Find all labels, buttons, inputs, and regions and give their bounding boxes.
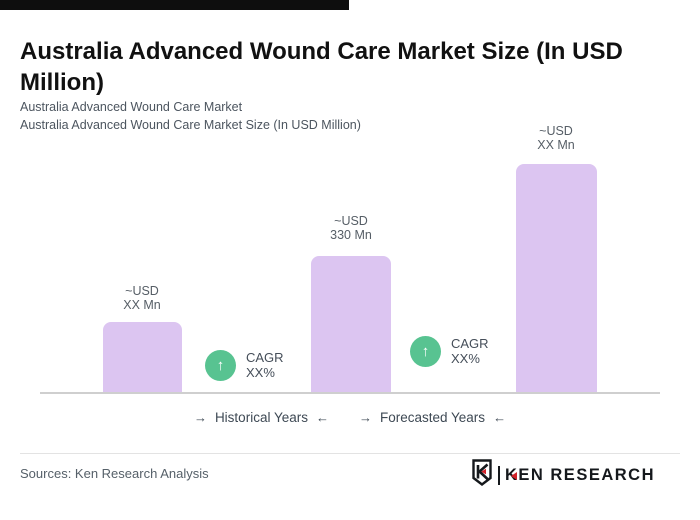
right-arrow-icon: → — [358, 410, 372, 425]
sources-text: Sources: Ken Research Analysis — [20, 466, 209, 481]
red-wedge-icon — [510, 471, 517, 480]
cagr-label: CAGR XX% — [246, 350, 284, 380]
bar-forecast — [516, 164, 597, 393]
subtitle-line-1: Australia Advanced Wound Care Market — [20, 100, 243, 114]
subtitle-line-2: Australia Advanced Wound Care Market Siz… — [20, 118, 361, 132]
footer-divider — [20, 453, 680, 454]
cagr-badge: ↑ CAGR XX% — [205, 350, 284, 381]
left-arrow-icon: ← — [493, 410, 507, 425]
legend-item-historical: → Historical Years ← — [194, 410, 329, 425]
top-black-bar — [0, 0, 349, 10]
legend-label: Historical Years — [214, 410, 308, 425]
logo-letter-k: K — [504, 465, 519, 484]
shield-k-icon — [471, 459, 493, 491]
up-arrow-icon: ↑ — [410, 336, 441, 367]
bar-historical — [103, 322, 182, 393]
legend-label: Forecasted Years — [379, 410, 486, 425]
axis-legend: → Historical Years ← → Forecasted Years … — [0, 410, 700, 425]
bar-value-label: ~USD XX Mn — [123, 284, 161, 312]
bar-value-label: ~USD 330 Mn — [330, 214, 372, 242]
left-arrow-icon: ← — [315, 410, 329, 425]
bar-value-label: ~USD XX Mn — [537, 124, 575, 152]
right-arrow-icon: → — [193, 410, 207, 425]
logo-divider — [497, 465, 500, 485]
cagr-label: CAGR XX% — [451, 336, 489, 366]
legend-item-forecasted: → Forecasted Years ← — [359, 410, 506, 425]
x-axis-baseline — [40, 392, 660, 394]
chart-subtitle: Australia Advanced Wound Care Market Aus… — [20, 98, 361, 134]
cagr-badge: ↑ CAGR XX% — [410, 336, 489, 367]
up-arrow-icon: ↑ — [205, 350, 236, 381]
ken-research-logo: K EN RESEARCH — [471, 459, 655, 491]
logo-text: K EN RESEARCH — [504, 465, 655, 484]
bar-base-year — [311, 256, 391, 393]
page-title: Australia Advanced Wound Care Market Siz… — [20, 38, 623, 97]
